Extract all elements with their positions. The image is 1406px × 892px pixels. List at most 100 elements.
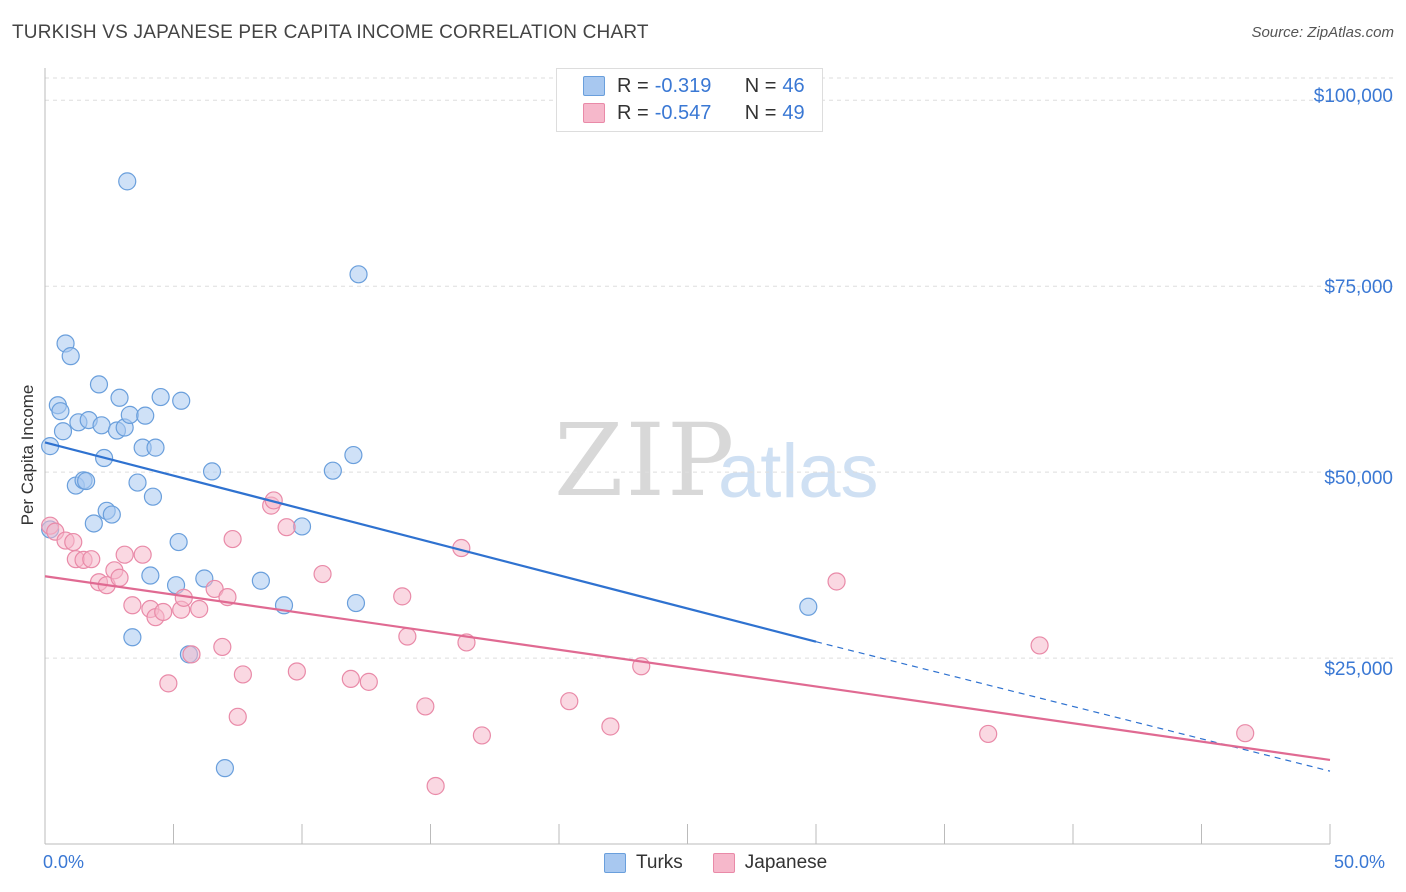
turks-point-3 [53, 422, 73, 441]
japanese-point-3 [64, 532, 83, 552]
japanese-point-21 [190, 599, 209, 619]
chart-title: TURKISH VS JAPANESE PER CAPITA INCOME CO… [12, 22, 649, 43]
japanese-point-48 [1236, 724, 1255, 743]
y-axis-label: Per Capita Income [18, 384, 37, 526]
turks-n-value: 46 [782, 74, 805, 97]
turks-point-12 [89, 375, 109, 394]
japanese-trend-line [44, 575, 1331, 762]
turks-point-40 [323, 461, 342, 480]
turks-point-20 [118, 172, 137, 191]
trend-lines [44, 441, 1331, 772]
turks-n-label: N = [744, 74, 777, 97]
japanese-n-label: N = [744, 101, 777, 124]
japanese-point-20 [182, 645, 201, 664]
turks-point-5 [61, 347, 80, 366]
turks-point-25 [136, 406, 155, 425]
turks-point-36 [215, 759, 234, 778]
turks-point-31 [169, 532, 188, 552]
y-tick-75000: $75,000 [1324, 277, 1393, 298]
turks-r-value: -0.319 [654, 74, 712, 97]
turks-trend-extension [815, 641, 1331, 772]
japanese-point-23 [213, 637, 232, 657]
japanese-n-value: 49 [782, 101, 805, 124]
japanese-point-38 [426, 776, 445, 796]
turks-point-2 [51, 402, 70, 421]
turks-swatch [583, 76, 605, 96]
x-tick-min: 0.0% [43, 852, 85, 872]
japanese-point-35 [393, 587, 412, 606]
japanese-point-31 [287, 662, 306, 681]
japanese-point-26 [228, 707, 247, 726]
turks-point-42 [349, 265, 368, 284]
turks-point-43 [344, 445, 363, 465]
series-legend: Turks Japanese [604, 852, 857, 874]
y-tick-25000: $25,000 [1324, 659, 1393, 680]
japanese-point-34 [359, 672, 378, 691]
japanese-point-37 [416, 697, 435, 716]
japanese-point-41 [472, 726, 491, 745]
japanese-point-32 [313, 564, 332, 584]
turks-point-11 [84, 514, 103, 533]
japanese-point-13 [133, 545, 152, 564]
turks-point-28 [146, 438, 165, 457]
japanese-point-22 [205, 579, 224, 599]
watermark-atlas: atlas [718, 429, 879, 514]
japanese-point-17 [159, 674, 178, 693]
turks-point-9 [77, 471, 96, 491]
turks-point-39 [292, 517, 312, 536]
japanese-point-27 [233, 665, 252, 684]
japanese-point-47 [1030, 636, 1049, 655]
turks-point-35 [202, 462, 222, 481]
y-tick-50000: $50,000 [1324, 468, 1393, 489]
y-tick-100000: $100,000 [1313, 86, 1393, 107]
japanese-r-label: R = [617, 101, 649, 124]
japanese-legend-swatch [712, 853, 735, 873]
japanese-point-6 [82, 550, 101, 569]
turks-point-27 [143, 487, 163, 506]
japanese-point-11 [115, 545, 134, 564]
turks-point-13 [92, 416, 111, 435]
turks-r-label: R = [617, 74, 649, 97]
japanese-r-value: -0.547 [654, 101, 712, 124]
legend-row-japanese: R = -0.547 N = 49 [583, 100, 805, 126]
grid-lines [45, 77, 1393, 659]
turks-trend-line [44, 441, 817, 643]
japanese-point-45 [827, 572, 846, 591]
watermark-zip: ZIP [554, 402, 737, 519]
japanese-legend-label: Japanese [744, 852, 828, 873]
turks-point-32 [172, 391, 191, 410]
turks-legend-label: Turks [636, 852, 683, 873]
japanese-point-16 [154, 602, 173, 622]
japanese-point-25 [223, 529, 242, 549]
turks-point-16 [102, 505, 121, 524]
legend-item-turks[interactable]: Turks [604, 852, 683, 874]
turks-point-23 [128, 473, 147, 492]
turks-points [41, 172, 818, 778]
japanese-point-10 [110, 568, 129, 587]
stats-legend: R = -0.319 N = 46 R = -0.547 N = 49 [556, 68, 823, 132]
japanese-point-43 [601, 717, 620, 736]
japanese-point-30 [277, 518, 296, 537]
turks-point-37 [251, 571, 270, 590]
turks-point-21 [120, 405, 139, 424]
axes [44, 68, 1331, 845]
turks-point-26 [141, 566, 160, 585]
source-label: Source: ZipAtlas.com [1251, 24, 1394, 41]
japanese-point-12 [123, 596, 142, 615]
turks-point-22 [123, 628, 142, 647]
turks-point-44 [799, 597, 818, 616]
turks-point-41 [346, 593, 366, 613]
turks-legend-swatch [604, 853, 626, 873]
japanese-point-33 [341, 669, 360, 689]
turks-point-18 [110, 388, 129, 407]
japanese-swatch [583, 103, 605, 123]
japanese-point-36 [398, 627, 417, 646]
japanese-point-46 [979, 724, 998, 744]
japanese-point-42 [560, 692, 579, 711]
japanese-points [41, 491, 1255, 796]
legend-row-turks: R = -0.319 N = 46 [583, 73, 805, 99]
turks-point-29 [151, 387, 170, 407]
x-tick-max: 50.0% [1334, 852, 1386, 872]
legend-item-japanese[interactable]: Japanese [712, 852, 828, 874]
